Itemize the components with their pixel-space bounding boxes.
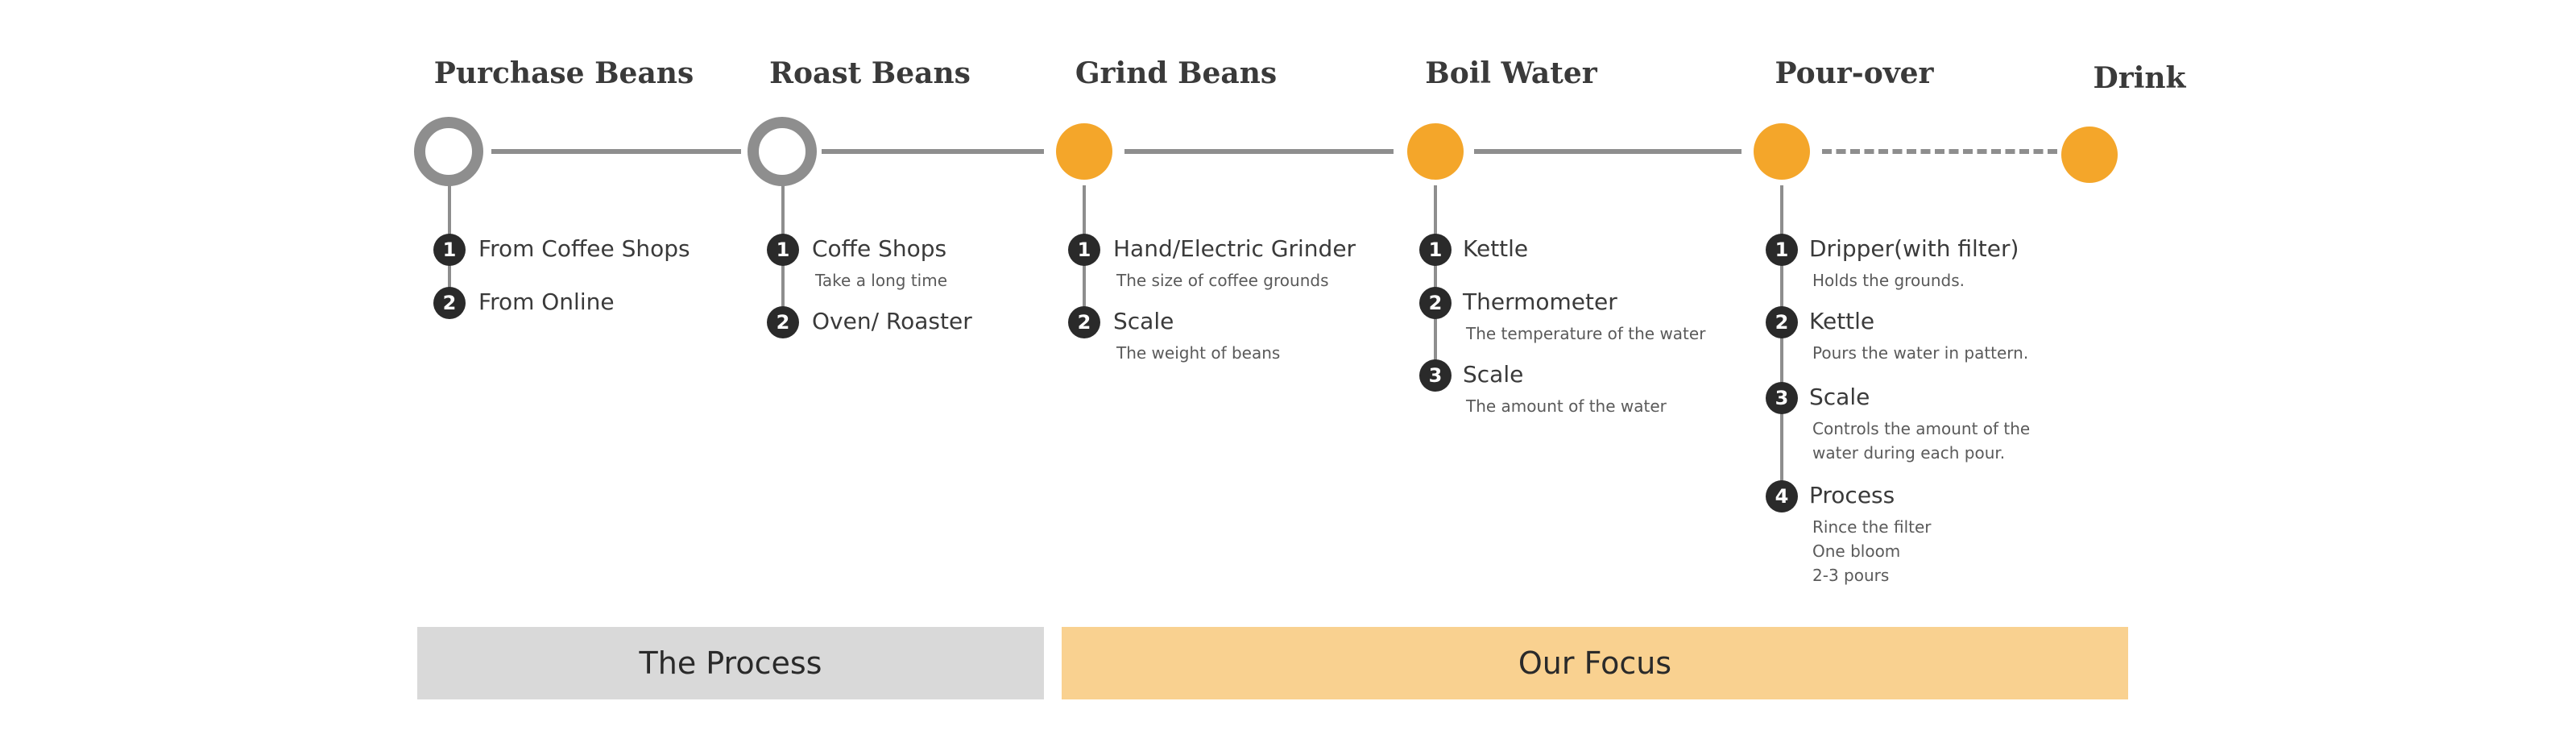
stage-title-boil-water: Boil Water <box>1425 56 1597 90</box>
step-label: Scale <box>1809 384 1870 410</box>
step-badge: 1 <box>1419 234 1452 266</box>
step-line <box>1434 185 1437 377</box>
connector-line <box>1124 149 1394 154</box>
step-badge: 1 <box>1766 234 1798 266</box>
stage-node-grind-beans <box>1056 123 1112 180</box>
stage-title-drink: Drink <box>2093 61 2186 95</box>
step-description: Pours the water in pattern. <box>1812 343 2029 363</box>
step-description: The amount of the water <box>1466 396 1667 416</box>
step-badge: 1 <box>1068 234 1100 266</box>
step-description: One bloom <box>1812 541 1901 561</box>
stage-title-purchase-beans: Purchase Beans <box>433 56 694 90</box>
step-label: Coffe Shops <box>812 235 947 262</box>
step-badge: 2 <box>1068 306 1100 338</box>
step-badge: 2 <box>767 306 799 338</box>
stage-node-purchase-beans <box>414 117 483 186</box>
step-label: From Coffee Shops <box>478 235 690 262</box>
step-label: Scale <box>1113 308 1174 334</box>
step-description: Controls the amount of the <box>1812 419 2031 438</box>
band-our-focus: Our Focus <box>1062 627 2128 699</box>
step-label: Process <box>1809 482 1895 508</box>
step-description: The weight of beans <box>1116 343 1281 363</box>
step-description: The size of coffee grounds <box>1116 271 1329 290</box>
stage-node-boil-water <box>1407 123 1464 180</box>
step-badge: 2 <box>1419 287 1452 319</box>
stage-title-grind-beans: Grind Beans <box>1075 56 1278 90</box>
connector-line <box>1474 149 1741 154</box>
step-description: Take a long time <box>815 271 948 290</box>
step-label: Kettle <box>1809 308 1875 334</box>
step-badge: 2 <box>1766 306 1798 338</box>
step-description: water during each pour. <box>1812 443 2006 463</box>
step-label: Thermometer <box>1463 288 1617 315</box>
step-label: Dripper(with filter) <box>1809 235 2019 262</box>
step-description: 2-3 pours <box>1812 566 1890 585</box>
step-description: Rince the filter <box>1812 517 1932 537</box>
step-line <box>1780 185 1783 500</box>
step-badge: 3 <box>1419 359 1452 392</box>
stage-node-pour-over <box>1754 123 1810 180</box>
step-badge: 1 <box>767 234 799 266</box>
connector-line <box>491 149 741 154</box>
step-description: Holds the grounds. <box>1812 271 1965 290</box>
stage-node-roast-beans <box>748 117 817 186</box>
band-the-process: The Process <box>417 627 1044 699</box>
step-badge: 2 <box>433 287 466 319</box>
step-label: Hand/Electric Grinder <box>1113 235 1356 262</box>
step-badge: 1 <box>433 234 466 266</box>
step-badge: 4 <box>1766 480 1798 512</box>
dashed-connector-line <box>1822 149 2057 154</box>
step-label: Oven/ Roaster <box>812 308 972 334</box>
step-badge: 3 <box>1766 382 1798 414</box>
stage-node-drink <box>2061 127 2118 183</box>
step-label: From Online <box>478 288 615 315</box>
step-description: The temperature of the water <box>1466 324 1706 343</box>
stage-title-roast-beans: Roast Beans <box>769 56 971 90</box>
stage-title-pour-over: Pour-over <box>1775 56 1934 90</box>
step-label: Kettle <box>1463 235 1529 262</box>
step-label: Scale <box>1463 361 1524 388</box>
connector-line <box>822 149 1044 154</box>
